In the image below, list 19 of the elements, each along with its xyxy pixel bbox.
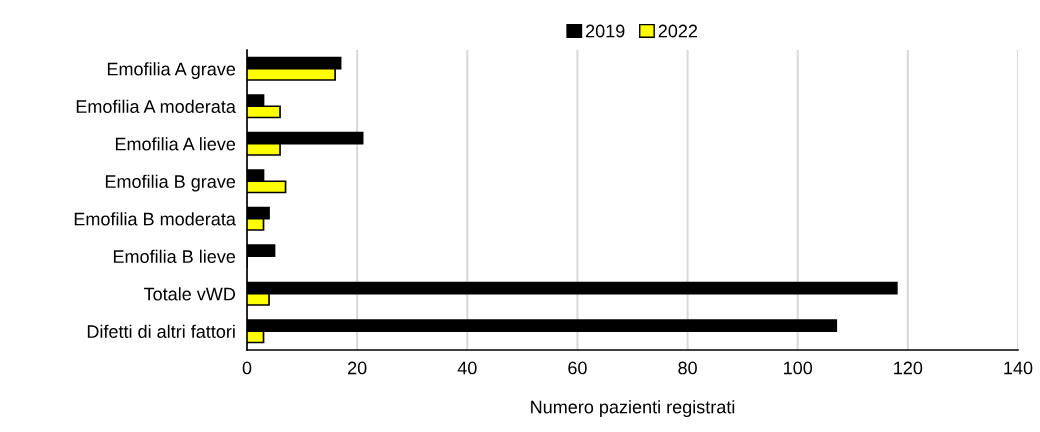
x-tick-label: 20 — [348, 361, 367, 375]
x-tick-label: 80 — [678, 361, 697, 375]
x-axis-title: Numero pazienti registrati — [531, 400, 735, 417]
x-tick-label: 40 — [457, 361, 477, 375]
y-tick-label: Emofilia A lieve — [115, 137, 236, 151]
x-tick-label: 0 — [242, 361, 252, 375]
x-tick-label: 140 — [1004, 361, 1033, 375]
x-tick-label: 120 — [894, 361, 923, 375]
y-tick-label: Totale vWD — [144, 287, 236, 301]
y-tick-label: Emofilia B lieve — [113, 249, 236, 263]
y-tick-label: Difetti di altri fattori — [87, 324, 235, 338]
y-tick-label: Emofilia A grave — [107, 62, 236, 80]
y-tick-label: Emofilia B grave — [105, 174, 236, 192]
x-tick-label: 100 — [784, 361, 813, 375]
legend-label: 2022 — [658, 24, 698, 38]
y-tick-label: Emofilia B moderata — [74, 212, 236, 226]
x-tick-label: 60 — [568, 361, 587, 375]
y-tick-label: Emofilia A moderata — [76, 99, 236, 113]
legend-label: 2019 — [586, 24, 625, 38]
